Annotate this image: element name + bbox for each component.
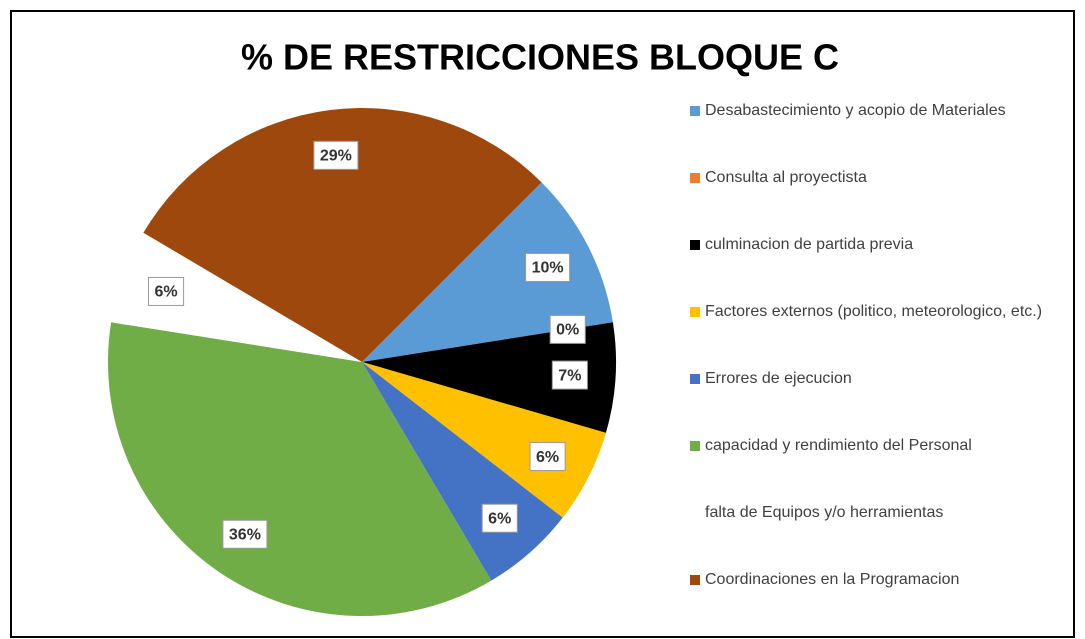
legend-label: culminacion de partida previa (705, 236, 914, 253)
legend-label: Desabastecimiento y acopio de Materiales (705, 102, 1006, 119)
data-label-text: 7% (558, 367, 581, 384)
legend-item: culminacion de partida previa (690, 234, 1060, 256)
legend-swatch (690, 173, 700, 183)
data-label-box (481, 503, 518, 533)
data-label: 0% (549, 314, 586, 344)
data-label-box (313, 140, 359, 170)
legend-swatch (690, 307, 700, 317)
legend-swatch (690, 575, 700, 585)
data-label-box (549, 314, 586, 344)
data-label-text: 10% (532, 260, 564, 277)
data-label-box (551, 360, 588, 390)
pie-slice (143, 108, 542, 362)
legend-item: Consulta al proyectista (690, 167, 1060, 189)
data-label-box (525, 252, 571, 282)
legend-item: Desabastecimiento y acopio de Materiales (690, 100, 1060, 122)
legend-label: Errores de ejecucion (705, 370, 852, 387)
legend-label: Consulta al proyectista (705, 169, 867, 186)
legend-item: capacidad y rendimiento del Personal (690, 435, 1060, 457)
legend-swatch (690, 441, 700, 451)
legend-swatch (690, 106, 700, 116)
legend-label: falta de Equipos y/o herramientas (705, 504, 944, 521)
legend-swatch (690, 240, 700, 250)
data-label: 6% (481, 503, 518, 533)
chart-title: % DE RESTRICCIONES BLOQUE C (241, 37, 839, 78)
data-label-box (529, 442, 566, 472)
data-label-box (147, 276, 185, 306)
pie-slice (108, 322, 492, 616)
data-label: 6% (529, 442, 566, 472)
data-label: 6% (147, 276, 185, 306)
data-label-text: 6% (488, 510, 511, 527)
pie-slice (111, 232, 362, 362)
data-label-text: 36% (229, 526, 261, 543)
legend-item: Coordinaciones en la Programacion (690, 569, 1060, 591)
data-label: 10% (525, 252, 571, 282)
legend-label: Factores externos (politico, meteorologi… (705, 303, 1043, 320)
data-label-text: 6% (154, 284, 177, 301)
legend-label: capacidad y rendimiento del Personal (705, 437, 972, 454)
legend-swatch (690, 374, 700, 384)
data-label-text: 29% (320, 148, 352, 165)
data-label: 7% (551, 360, 588, 390)
pie-slice (362, 322, 617, 433)
legend-item: falta de Equipos y/o herramientas (690, 502, 1060, 524)
legend-label: Coordinaciones en la Programacion (705, 571, 960, 588)
data-label: 29% (313, 140, 359, 170)
data-label-text: 0% (556, 322, 579, 339)
data-label: 36% (222, 519, 268, 549)
legend-item: Factores externos (politico, meteorologi… (690, 301, 1060, 323)
data-label-text: 6% (536, 449, 559, 466)
pie-slice (362, 362, 606, 518)
legend-item: Errores de ejecucion (690, 368, 1060, 390)
legend-swatch (690, 508, 700, 518)
data-label-box (222, 519, 268, 549)
